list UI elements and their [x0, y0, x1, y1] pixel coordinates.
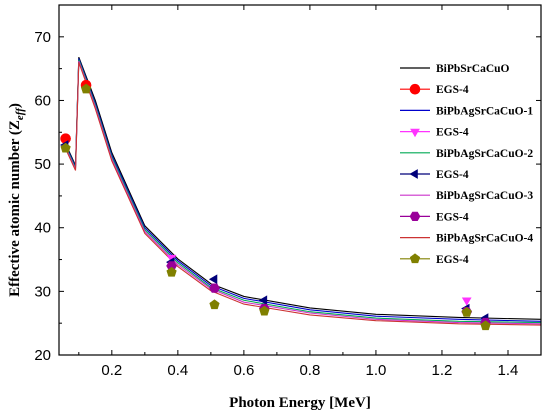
- legend-label: BiPbAgSrCaCuO-4: [436, 233, 533, 245]
- legend-label: BiPbAgSrCaCuO-3: [436, 190, 533, 202]
- series-line: [65, 59, 542, 324]
- data-point-marker: [209, 299, 220, 310]
- data-point-marker: [480, 320, 491, 331]
- y-tick-label: 20: [34, 347, 51, 364]
- legend-label: EGS-4: [436, 169, 469, 181]
- x-axis-title: Photon Energy [MeV]: [229, 395, 371, 411]
- legend: BiPbSrCaCuO EGS-4 BiPbAgSrCaCuO-1 EGS-4 BiPb…: [400, 63, 533, 266]
- legend-label: BiPbAgSrCaCuO-1: [436, 105, 533, 117]
- x-tick-label: 1.0: [366, 362, 387, 379]
- x-tick-label: 0.4: [167, 362, 188, 379]
- data-point-marker: [166, 266, 177, 277]
- legend-marker: [410, 128, 420, 138]
- y-tick-label: 70: [34, 29, 51, 46]
- data-point-marker: [258, 295, 268, 306]
- y-tick-label: 40: [34, 220, 51, 237]
- y-axis-title: Effective atomic number (Zeff): [7, 103, 26, 297]
- data-point-marker: [259, 305, 270, 316]
- legend-label: EGS-4: [436, 211, 469, 223]
- legend-label: EGS-4: [436, 84, 469, 96]
- legend-marker: [409, 211, 421, 222]
- x-tick-label: 0.6: [233, 362, 254, 379]
- y-tick-label: 30: [34, 283, 51, 300]
- plot-area: [59, 56, 542, 331]
- plot-frame: [58, 4, 542, 356]
- legend-label: BiPbSrCaCuO: [436, 63, 510, 75]
- series-line: [65, 58, 542, 322]
- data-point-marker: [208, 274, 218, 285]
- x-tick-label: 1.4: [498, 362, 519, 379]
- legend-marker: [409, 253, 421, 264]
- y-axis-title-close: ): [7, 103, 23, 108]
- data-point-marker: [461, 297, 472, 306]
- data-point-marker: [461, 306, 472, 317]
- x-tick-label: 0.2: [101, 362, 122, 379]
- legend-marker: [409, 83, 421, 95]
- legend-label: BiPbAgSrCaCuO-2: [436, 148, 533, 160]
- axis-ticks: 0.2 0.4 0.6 0.8 1.0 1.2 1.4 20 30 40 50 60 70: [34, 5, 542, 379]
- y-tick-label: 60: [34, 92, 51, 109]
- x-tick-label: 0.8: [299, 362, 320, 379]
- series-line: [65, 62, 542, 326]
- y-tick-label: 50: [34, 156, 51, 173]
- y-axis-title-main: Effective atomic number (Z: [7, 120, 23, 297]
- series-line: [65, 60, 542, 325]
- legend-label: EGS-4: [436, 254, 469, 266]
- legend-label: EGS-4: [436, 127, 469, 139]
- series-line: [65, 56, 542, 320]
- legend-marker: [409, 169, 418, 179]
- data-point-marker: [80, 83, 92, 94]
- y-axis-title-subscript: eff: [14, 107, 26, 120]
- data-point-marker: [60, 142, 71, 153]
- data-point-marker: [209, 283, 220, 293]
- x-tick-label: 1.2: [432, 362, 453, 379]
